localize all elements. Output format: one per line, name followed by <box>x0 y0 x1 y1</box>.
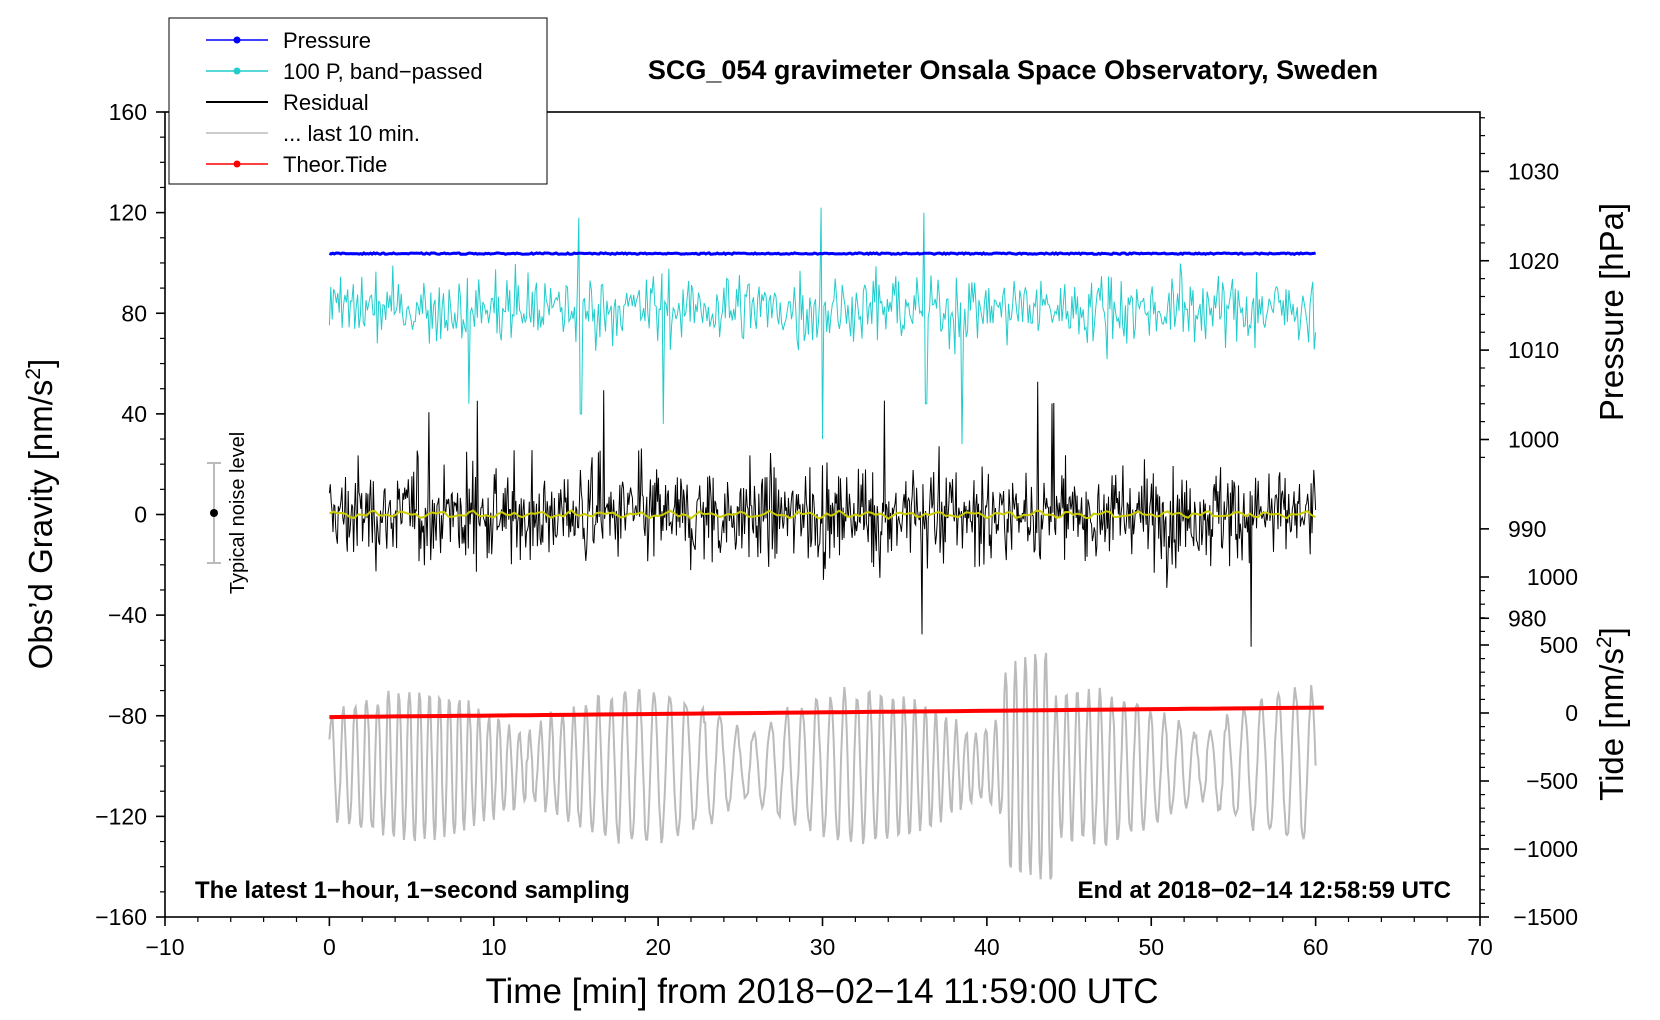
series-last-10-min <box>328 652 1317 880</box>
noise-indicator-dot <box>210 509 218 517</box>
y-axis-label-tide: Tide [nm/s2] <box>1593 627 1630 801</box>
legend-marker <box>233 160 241 168</box>
tide-tick-label: −1500 <box>1513 904 1578 930</box>
annotation-end-time: End at 2018−02−14 12:58:59 UTC <box>1077 877 1451 904</box>
series-pressure <box>328 251 1317 257</box>
series-residual <box>328 381 1317 647</box>
x-tick-label: 40 <box>974 934 1000 960</box>
series-theor-tide <box>329 705 1324 720</box>
legend-label: ... last 10 min. <box>283 121 420 146</box>
pressure-tick-label: 1010 <box>1508 337 1559 363</box>
y-tick-label: −40 <box>108 602 147 628</box>
y-axis-label-tide-suffix: ] <box>1593 627 1630 636</box>
y-tick-label: −160 <box>95 904 147 930</box>
series-layer <box>328 207 1324 880</box>
tide-tick-label: −1000 <box>1513 836 1578 862</box>
annotation-sampling: The latest 1−hour, 1−second sampling <box>195 877 630 904</box>
y-tick-label: 120 <box>109 200 147 226</box>
y-axis-label-left-suffix: ] <box>22 359 59 368</box>
x-tick-label: 30 <box>810 934 836 960</box>
x-tick-label: 50 <box>1138 934 1164 960</box>
y-tick-label: 80 <box>121 300 147 326</box>
y-tick-label: −120 <box>95 803 147 829</box>
x-tick-label: 70 <box>1467 934 1493 960</box>
series-pressure-bandpassed <box>328 207 1317 445</box>
x-axis-label: Time [min] from 2018−02−14 11:59:00 UTC <box>485 972 1158 1011</box>
x-tick-label: 60 <box>1303 934 1329 960</box>
tide-tick-label: 1000 <box>1527 564 1578 590</box>
y-axis-label-left-sup: 2 <box>22 368 45 380</box>
pressure-tick-label: 980 <box>1508 605 1546 631</box>
x-tick-label: 0 <box>323 934 336 960</box>
y-axis-label-tide-sup: 2 <box>1593 636 1616 648</box>
tide-tick-label: 500 <box>1540 632 1578 658</box>
x-axis: −10 0 10 20 30 40 50 60 70 <box>145 917 1493 960</box>
x-tick-label: 10 <box>481 934 507 960</box>
pressure-tick-label: 1020 <box>1508 248 1559 274</box>
pressure-tick-label: 990 <box>1508 516 1546 542</box>
legend: Pressure 100 P, band−passed Residual ... la… <box>168 17 548 185</box>
noise-indicator-label: Typical noise level <box>227 432 249 594</box>
y-axis-pressure: 1030 1020 1010 1000 990 980 <box>1480 117 1559 631</box>
legend-label: Pressure <box>283 28 371 53</box>
y-axis-tide: 1000 500 0 −500 −1000 −1500 <box>1480 564 1578 930</box>
pressure-tick-label: 1000 <box>1508 427 1559 453</box>
y-axis-left: 160 120 80 40 0 −40 −80 −120 −160 <box>95 99 165 930</box>
legend-label: 100 P, band−passed <box>283 59 483 84</box>
y-tick-label: 40 <box>121 401 147 427</box>
y-axis-label-pressure: Pressure [hPa] <box>1593 203 1630 421</box>
legend-items: Pressure 100 P, band−passed Residual ... la… <box>206 28 483 177</box>
legend-marker <box>233 67 241 75</box>
y-tick-label: −80 <box>108 703 147 729</box>
legend-marker <box>233 36 241 44</box>
y-axis-label-left-prefix: Obs’d Gravity [nm/s <box>22 380 59 670</box>
noise-indicator: Typical noise level <box>207 432 249 594</box>
y-axis-label-tide-prefix: Tide [nm/s <box>1593 648 1630 801</box>
x-tick-label: 20 <box>645 934 671 960</box>
y-tick-label: 0 <box>134 502 147 528</box>
x-tick-label: −10 <box>145 934 184 960</box>
y-tick-label: 160 <box>109 99 147 125</box>
tide-tick-label: 0 <box>1565 700 1578 726</box>
legend-label: Theor.Tide <box>283 152 387 177</box>
y-axis-label-left: Obs’d Gravity [nm/s2] <box>22 359 59 670</box>
series-residual-smoothed <box>328 509 1317 521</box>
tide-tick-label: −500 <box>1526 768 1578 794</box>
pressure-tick-label: 1030 <box>1508 158 1559 184</box>
legend-label: Residual <box>283 90 369 115</box>
chart-title: SCG_054 gravimeter Onsala Space Observat… <box>648 55 1378 85</box>
